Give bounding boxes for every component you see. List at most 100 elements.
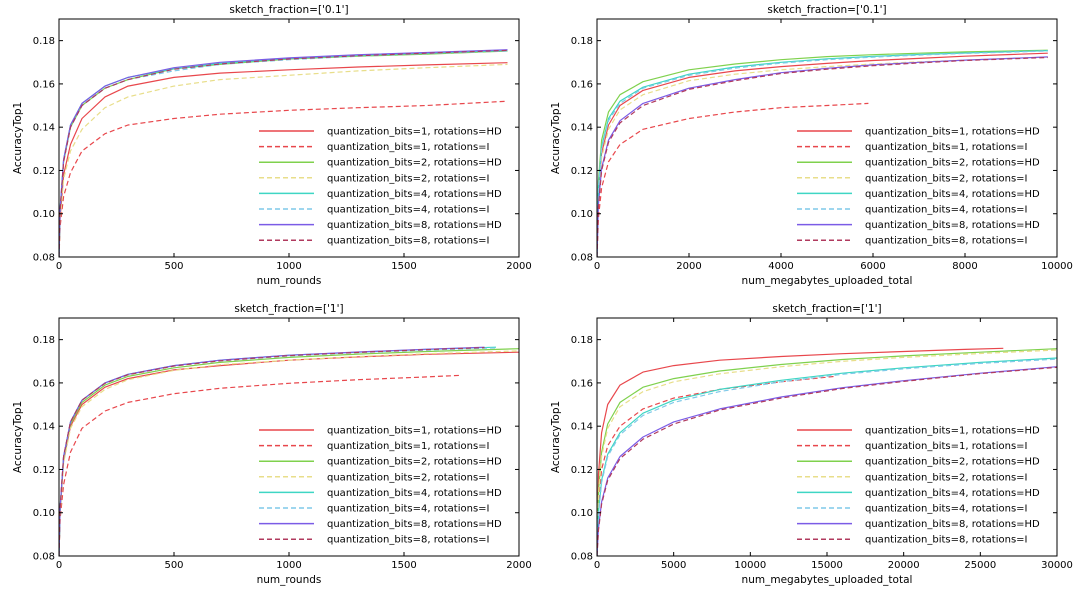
y-tick-label: 0.14 [571,422,593,433]
legend-label: quantization_bits=8, rotations=HD [865,220,1040,231]
x-tick-label: 6000 [860,261,885,272]
series-line-2 [597,375,835,556]
chart-panel-3: 0.08 0.10 0.12 0.14 0.16 0.18 0 500 1000 1500 2000… [12,303,532,586]
series-group [59,346,519,556]
legend: quantization_bits=1, rotations=HD quantiz… [797,127,1040,247]
y-tick-label: 0.14 [571,123,593,134]
x-tick-label: 1000 [276,560,301,571]
series-line-1 [59,62,508,257]
chart-title: sketch_fraction=['1'] [772,303,881,315]
legend: quantization_bits=1, rotations=HD quantiz… [797,426,1040,546]
x-tick-label: 15000 [811,560,843,571]
series-group [59,49,508,257]
legend-label: quantization_bits=1, rotations=HD [865,426,1040,437]
x-tick-label: 0 [594,261,600,272]
series-group [597,347,1057,556]
legend-label: quantization_bits=4, rotations=HD [865,189,1040,200]
x-tick-label: 0 [594,560,600,571]
series-line-7 [597,366,1057,556]
legend-label: quantization_bits=8, rotations=HD [327,519,502,530]
x-tick-label: 30000 [1041,560,1073,571]
series-line-8 [59,49,508,257]
series-line-2 [597,102,869,257]
legend-label: quantization_bits=8, rotations=I [865,535,1028,546]
x-axis-label: num_megabytes_uploaded_total [742,574,913,586]
y-tick-label: 0.16 [571,378,593,389]
legend-label: quantization_bits=8, rotations=I [327,236,490,247]
legend-label: quantization_bits=1, rotations=I [327,142,490,153]
legend-label: quantization_bits=2, rotations=HD [327,158,502,169]
x-axis-label: num_rounds [257,275,322,287]
series-line-6 [597,358,1057,556]
series-line-3 [597,49,1048,257]
legend-label: quantization_bits=1, rotations=I [865,441,1028,452]
x-tick-label: 2000 [506,560,531,571]
legend-label: quantization_bits=4, rotations=HD [327,488,502,499]
x-tick-label: 2000 [676,261,701,272]
x-tick-label: 10000 [734,560,766,571]
y-tick-label: 0.18 [33,36,55,47]
legend-label: quantization_bits=8, rotations=HD [865,519,1040,530]
y-tick-label: 0.18 [571,335,593,346]
y-tick-label: 0.12 [571,465,593,476]
chart-panel-1: 0.08 0.10 0.12 0.14 0.16 0.18 0 500 1000 1500 2000… [12,4,532,287]
y-tick-label: 0.12 [571,166,593,177]
legend-label: quantization_bits=8, rotations=HD [327,220,502,231]
y-axis-label: AccuracyTop1 [12,102,24,174]
legend-label: quantization_bits=2, rotations=I [327,173,490,184]
x-tick-label: 8000 [952,261,977,272]
legend-label: quantization_bits=2, rotations=I [327,472,490,483]
legend-label: quantization_bits=1, rotations=I [327,441,490,452]
y-tick-label: 0.18 [33,335,55,346]
legend-label: quantization_bits=2, rotations=I [865,472,1028,483]
x-tick-label: 25000 [964,560,996,571]
x-axis-label: num_rounds [257,574,322,586]
legend-label: quantization_bits=1, rotations=HD [327,426,502,437]
series-line-1 [597,347,1004,556]
chart-title: sketch_fraction=['1'] [234,303,343,315]
x-tick-label: 1500 [391,560,416,571]
legend-label: quantization_bits=2, rotations=HD [865,457,1040,468]
legend-label: quantization_bits=4, rotations=I [865,504,1028,515]
legend: quantization_bits=1, rotations=HD quantiz… [259,426,502,546]
legend-label: quantization_bits=1, rotations=I [865,142,1028,153]
legend-label: quantization_bits=1, rotations=HD [327,127,502,138]
series-line-8 [59,347,485,556]
y-tick-label: 0.16 [33,79,55,90]
chart-panel-2: 0.08 0.10 0.12 0.14 0.16 0.18 0 2000 4000 6000 800… [550,4,1073,287]
legend-label: quantization_bits=4, rotations=HD [327,189,502,200]
series-line-2 [59,374,462,556]
y-tick-label: 0.08 [571,552,593,563]
series-group [597,49,1048,257]
chart-title: sketch_fraction=['0.1'] [229,4,348,16]
series-line-1 [597,52,1048,257]
legend-label: quantization_bits=4, rotations=I [327,205,490,216]
y-axis-label: AccuracyTop1 [550,102,562,174]
x-tick-label: 4000 [768,261,793,272]
x-tick-label: 0 [56,560,62,571]
y-tick-label: 0.10 [33,508,55,519]
y-tick-label: 0.10 [33,209,55,220]
series-line-8 [597,366,1057,556]
x-tick-label: 10000 [1041,261,1073,272]
chart-panel-4: 0.08 0.10 0.12 0.14 0.16 0.18 0 5000 10000 15000 2… [550,303,1073,586]
x-axis-label: num_megabytes_uploaded_total [742,275,913,287]
series-line-3 [597,348,1057,556]
x-tick-label: 500 [164,560,183,571]
y-tick-label: 0.16 [571,79,593,90]
legend-label: quantization_bits=1, rotations=HD [865,127,1040,138]
y-tick-label: 0.16 [33,378,55,389]
axes-frame [596,18,1058,258]
legend: quantization_bits=1, rotations=HD quantiz… [259,127,502,247]
series-line-4 [597,349,1057,556]
legend-label: quantization_bits=4, rotations=HD [865,488,1040,499]
legend-label: quantization_bits=2, rotations=I [865,173,1028,184]
series-line-2 [59,100,508,257]
x-tick-label: 5000 [661,560,686,571]
y-tick-label: 0.12 [33,166,55,177]
x-tick-label: 1000 [276,261,301,272]
y-tick-label: 0.14 [33,422,55,433]
legend-label: quantization_bits=2, rotations=HD [327,457,502,468]
legend-label: quantization_bits=8, rotations=I [865,236,1028,247]
